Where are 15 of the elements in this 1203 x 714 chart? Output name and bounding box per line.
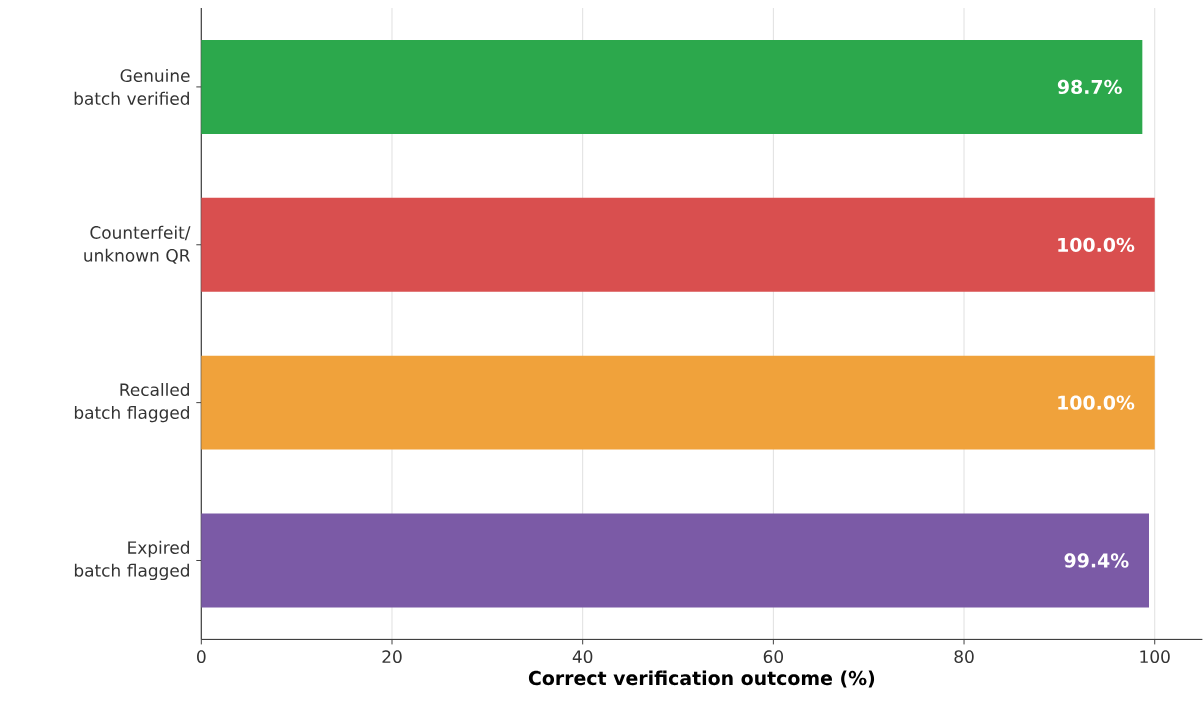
x-tick-label: 80	[954, 650, 974, 663]
data-label: 100.0%	[1058, 395, 1135, 410]
x-tick-label: 60	[763, 650, 784, 663]
y-tick-label: Expired batch flagged	[74, 540, 189, 580]
data-label: 100.0%	[1058, 237, 1135, 252]
x-tick-label: 100	[1140, 650, 1170, 663]
data-label: 98.7%	[1057, 79, 1122, 94]
y-tick-label: Counterfeit/ unknown QR	[84, 225, 191, 264]
x-tick-label: 0	[197, 650, 206, 663]
y-tick-label: Genuine batch verified	[74, 68, 190, 105]
data-label: 99.4%	[1064, 553, 1129, 568]
y-tick-label: Recalled batch flagged	[74, 382, 189, 423]
x-tick-label: 40	[572, 650, 593, 663]
x-tick-label: 20	[382, 650, 402, 663]
x-axis-title: Correct verification outcome (%)	[528, 670, 875, 688]
